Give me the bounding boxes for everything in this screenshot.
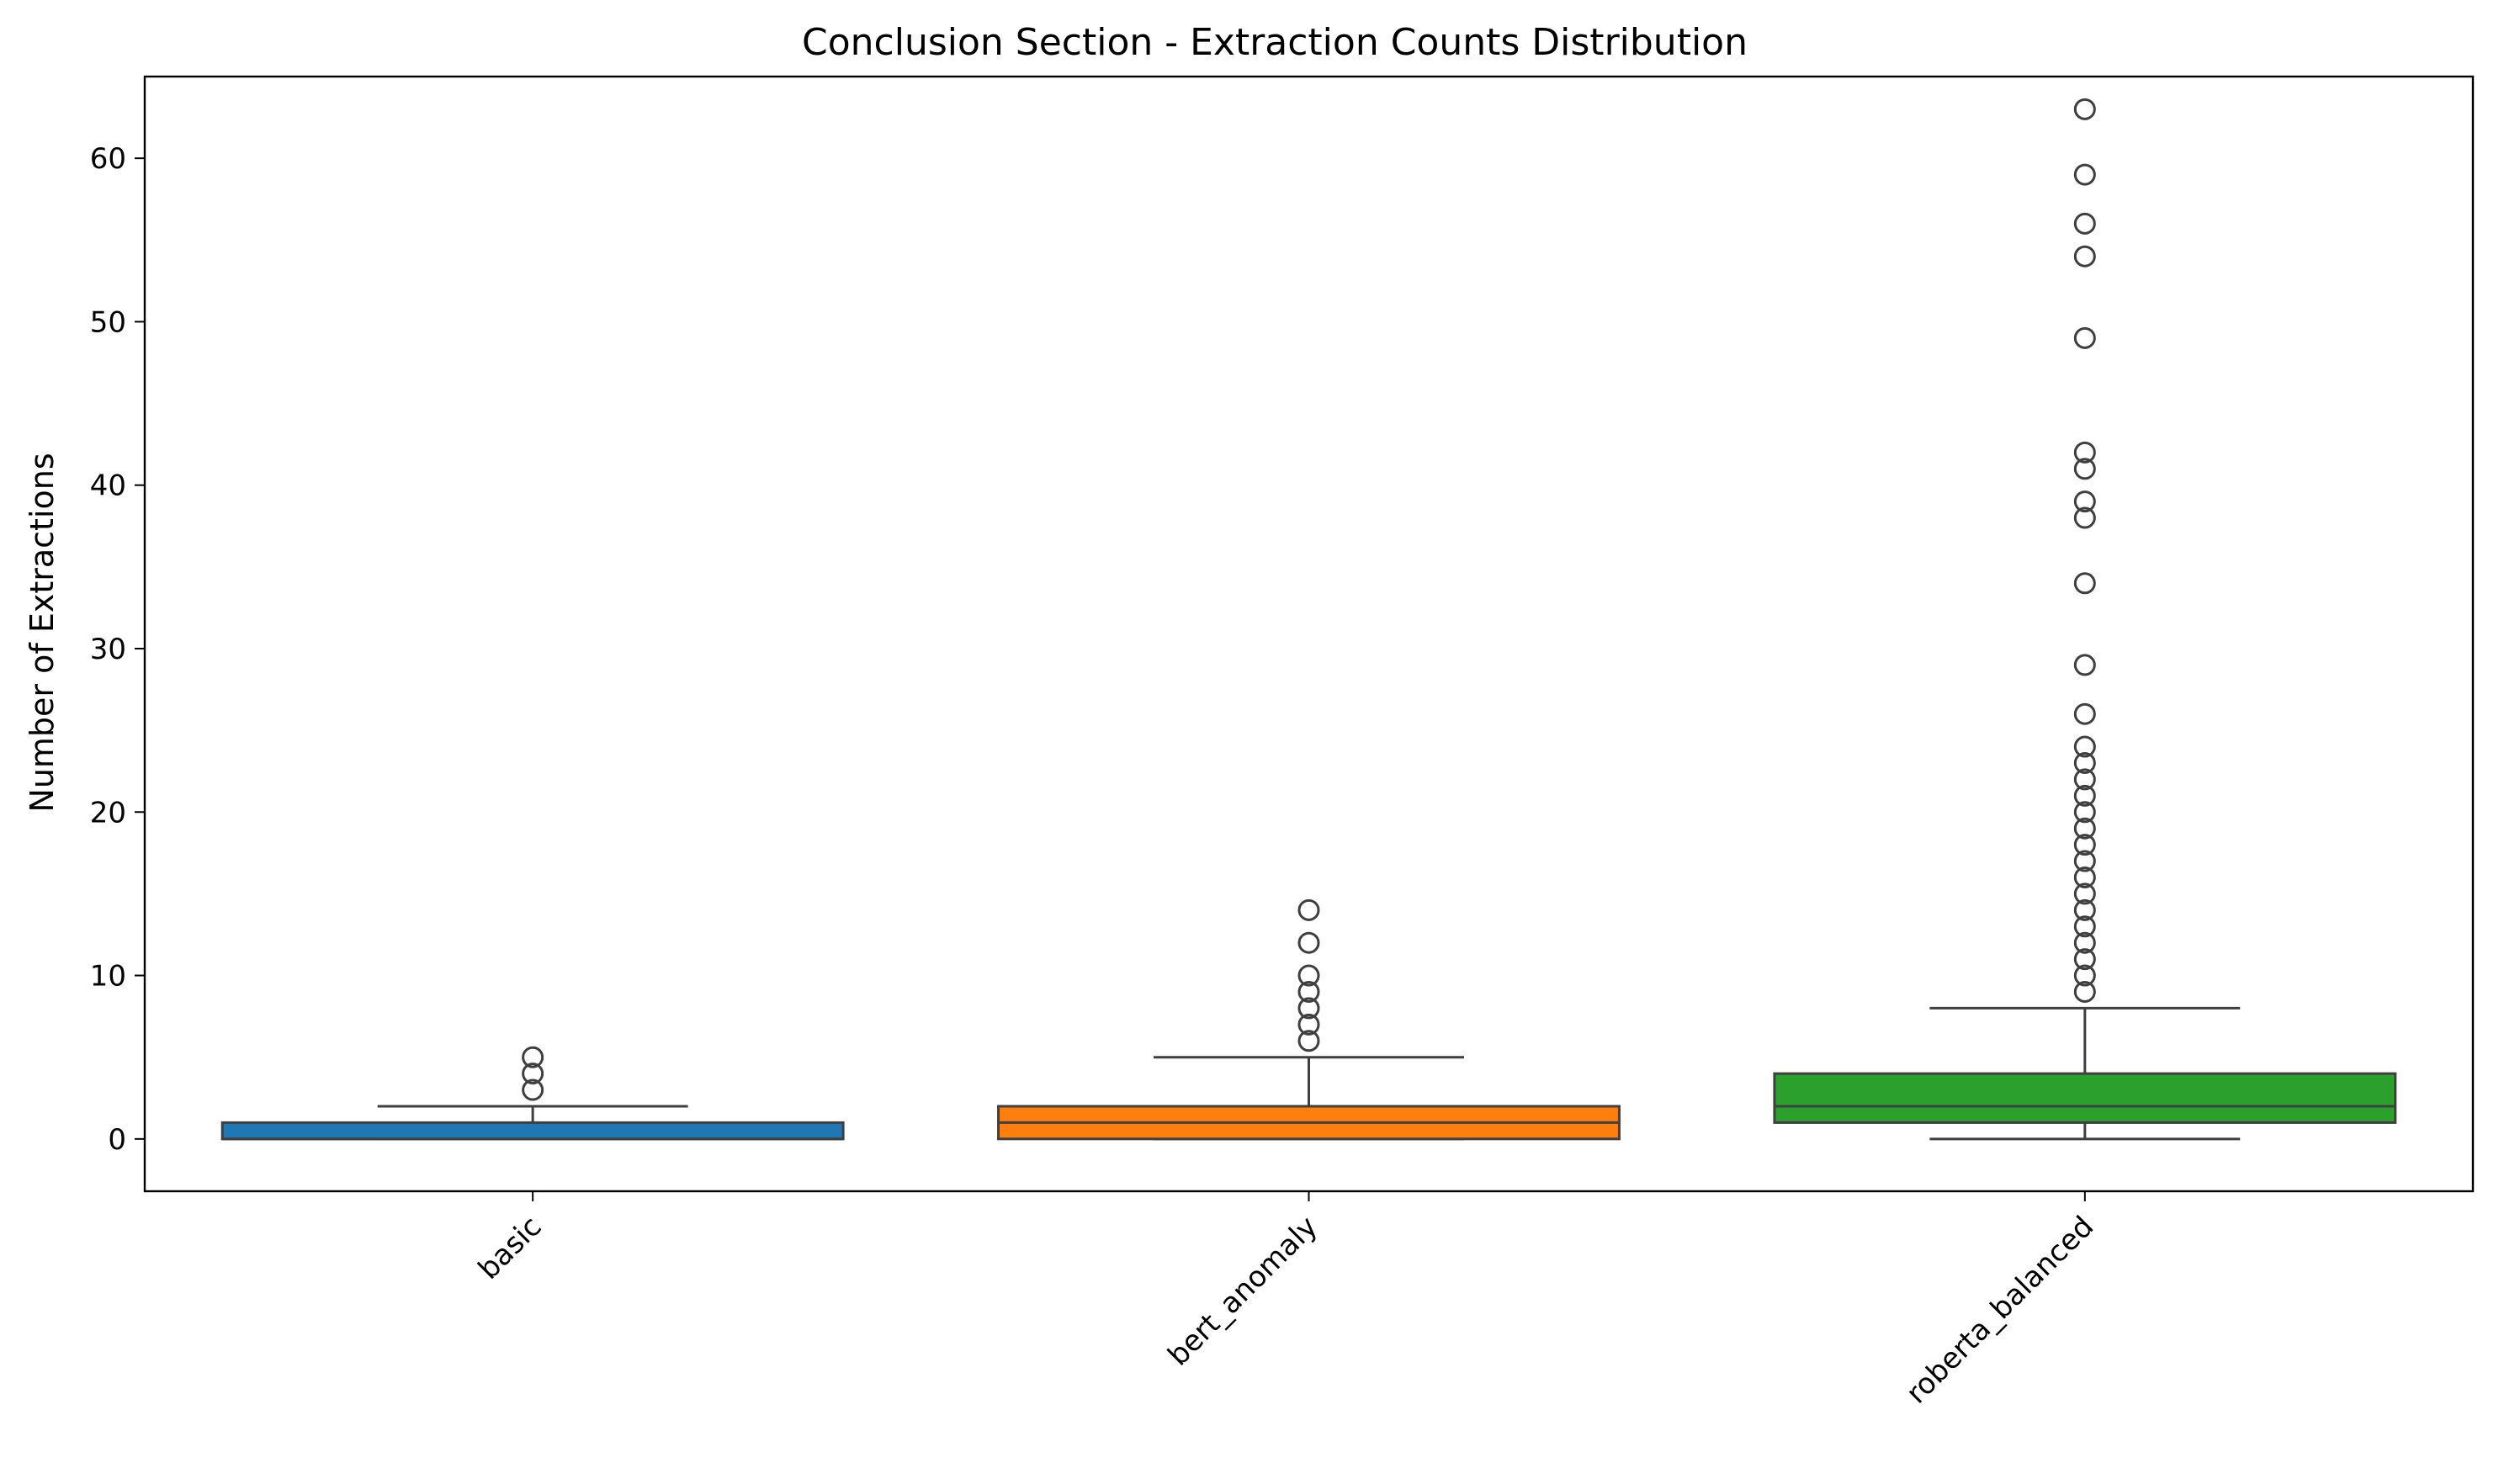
outlier-point (1297, 980, 1320, 1003)
y-tick-label: 10 (90, 960, 126, 994)
x-tick-label-roberta-balanced: roberta_balanced (1900, 1210, 2100, 1410)
iqr-box (220, 1121, 845, 1141)
outlier-point (1297, 997, 1320, 1020)
outlier-point (2073, 898, 2096, 921)
outlier-point (522, 1079, 544, 1101)
outlier-point (522, 1063, 544, 1085)
y-axis: 0 10 20 30 40 50 60 (90, 142, 145, 1157)
outlier-point (1297, 1013, 1320, 1036)
outlier-point (2073, 735, 2096, 758)
outlier-point (2073, 768, 2096, 791)
y-tick-label: 30 (90, 633, 126, 666)
y-tick-label: 40 (90, 469, 126, 503)
outlier-point (1297, 931, 1320, 954)
outlier-point (2073, 490, 2096, 513)
y-tick-label: 50 (90, 305, 126, 339)
outlier-point (2073, 866, 2096, 888)
chart-title: Conclusion Section - Extraction Counts D… (802, 21, 1748, 64)
box-group-bert-anomaly (997, 898, 1621, 1141)
outlier-point (2073, 882, 2096, 905)
outlier-point (2073, 850, 2096, 872)
outlier-point (1297, 964, 1320, 987)
outlier-point (2073, 784, 2096, 807)
outlier-point (2073, 506, 2096, 529)
outlier-point (2073, 245, 2096, 268)
outlier-point (2073, 980, 2096, 1003)
box-group-roberta-balanced (1773, 98, 2397, 1141)
outlier-point (2073, 326, 2096, 349)
outlier-point (2073, 801, 2096, 824)
outlier-point (2073, 817, 2096, 840)
outlier-point (2073, 834, 2096, 856)
outlier-point (2073, 441, 2096, 464)
outlier-point (2073, 458, 2096, 480)
box-group-basic (220, 1046, 845, 1141)
x-tick-label-basic: basic (472, 1210, 549, 1286)
boxes-layer (220, 98, 2397, 1141)
outlier-point (2073, 915, 2096, 938)
outlier-point (2073, 572, 2096, 595)
outlier-point (522, 1046, 544, 1068)
y-axis-label: Number of Extractions (24, 453, 61, 812)
y-tick-label: 20 (90, 796, 126, 829)
outlier-point (2073, 964, 2096, 987)
iqr-box (1773, 1072, 2397, 1124)
outlier-point (2073, 931, 2096, 954)
outlier-point (2073, 751, 2096, 774)
outlier-point (2073, 948, 2096, 971)
y-tick-label: 0 (108, 1123, 126, 1157)
outlier-point (2073, 702, 2096, 725)
x-axis: basic bert_anomaly roberta_balanced (472, 1191, 2100, 1410)
outlier-point (1297, 1030, 1320, 1052)
outlier-point (2073, 654, 2096, 676)
outlier-point (2073, 163, 2096, 186)
x-tick-label-bert-anomaly: bert_anomaly (1161, 1210, 1324, 1372)
outlier-point (2073, 98, 2096, 120)
plot-area-frame (143, 75, 2475, 1193)
y-tick-label: 60 (90, 142, 126, 176)
outlier-point (1297, 898, 1320, 921)
outlier-point (2073, 212, 2096, 235)
